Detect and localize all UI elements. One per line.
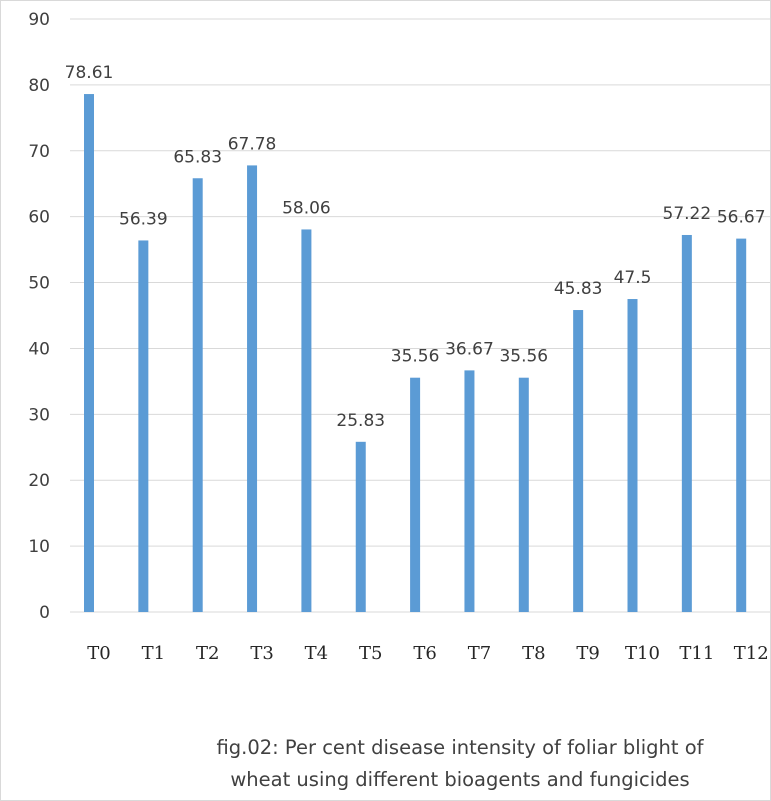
y-tick-label: 80 xyxy=(28,76,50,96)
data-label-t12: 56.67 xyxy=(717,208,766,228)
y-tick-label: 60 xyxy=(28,208,50,228)
y-tick-label: 50 xyxy=(28,274,50,294)
x-category-label-t6: T6 xyxy=(413,643,436,664)
data-label-t5: 25.83 xyxy=(336,411,385,431)
data-label-t11: 57.22 xyxy=(663,204,712,224)
bar-t6 xyxy=(410,377,421,612)
caption-line-1: fig.02: Per cent disease intensity of fo… xyxy=(216,736,704,759)
x-category-label-t5: T5 xyxy=(359,643,382,664)
data-label-t3: 67.78 xyxy=(228,134,277,154)
data-labels: 78.61 56.39 65.83 67.78 58.06 25.83 35.56 36.67… xyxy=(65,63,766,431)
x-category-label-t10: T10 xyxy=(625,643,660,664)
bar-t12 xyxy=(736,238,747,612)
x-category-label-t1: T1 xyxy=(142,643,165,664)
bar-t1 xyxy=(138,240,149,612)
y-tick-label: 70 xyxy=(28,142,50,162)
bar-t5 xyxy=(355,441,366,612)
y-tick-label: 20 xyxy=(28,471,50,491)
y-axis-ticks: 0 10 20 30 40 50 60 70 80 90 xyxy=(28,10,50,623)
x-category-label-t7: T7 xyxy=(468,643,491,664)
x-category-label-t12: T12 xyxy=(734,643,769,664)
x-category-label-t8: T8 xyxy=(522,643,545,664)
gridlines xyxy=(70,18,771,613)
y-tick-label: 30 xyxy=(28,405,50,425)
bar-t0 xyxy=(84,94,94,613)
bar-t7 xyxy=(464,370,475,612)
y-tick-label: 40 xyxy=(28,339,50,359)
x-category-label-t3: T3 xyxy=(250,643,273,664)
bars xyxy=(84,94,747,613)
x-category-label-t11: T11 xyxy=(679,643,714,664)
x-category-label-t0: T0 xyxy=(87,643,110,664)
data-label-t8: 35.56 xyxy=(499,347,548,367)
bar-t8 xyxy=(518,377,529,612)
x-category-label-t9: T9 xyxy=(576,643,599,664)
data-label-t4: 58.06 xyxy=(282,198,331,218)
data-label-t7: 36.67 xyxy=(445,339,494,359)
data-label-t0: 78.61 xyxy=(65,63,114,83)
bar-t9 xyxy=(573,310,584,612)
bar-t4 xyxy=(301,229,312,613)
bar-t11 xyxy=(681,234,692,613)
figure-caption: fig.02: Per cent disease intensity of fo… xyxy=(140,732,771,796)
x-category-label-t2: T2 xyxy=(196,643,219,664)
bar-t2 xyxy=(192,178,203,612)
x-axis-categories: T0 T1 T2 T3 T4 T5 T6 T7 T8 T9 T10 T11 T12 xyxy=(87,643,768,664)
x-category-label-t4: T4 xyxy=(305,643,328,664)
bar-t10 xyxy=(627,299,638,612)
y-tick-label: 10 xyxy=(28,537,50,557)
y-tick-label: 0 xyxy=(39,603,50,623)
bar-t3 xyxy=(247,165,258,613)
data-label-t1: 56.39 xyxy=(119,209,168,229)
data-label-t2: 65.83 xyxy=(173,147,222,167)
data-label-t9: 45.83 xyxy=(554,279,603,299)
y-tick-label: 90 xyxy=(28,10,50,30)
caption-line-2: wheat using different bioagents and fung… xyxy=(230,768,690,791)
data-label-t6: 35.56 xyxy=(391,347,440,367)
data-label-t10: 47.5 xyxy=(614,268,652,288)
